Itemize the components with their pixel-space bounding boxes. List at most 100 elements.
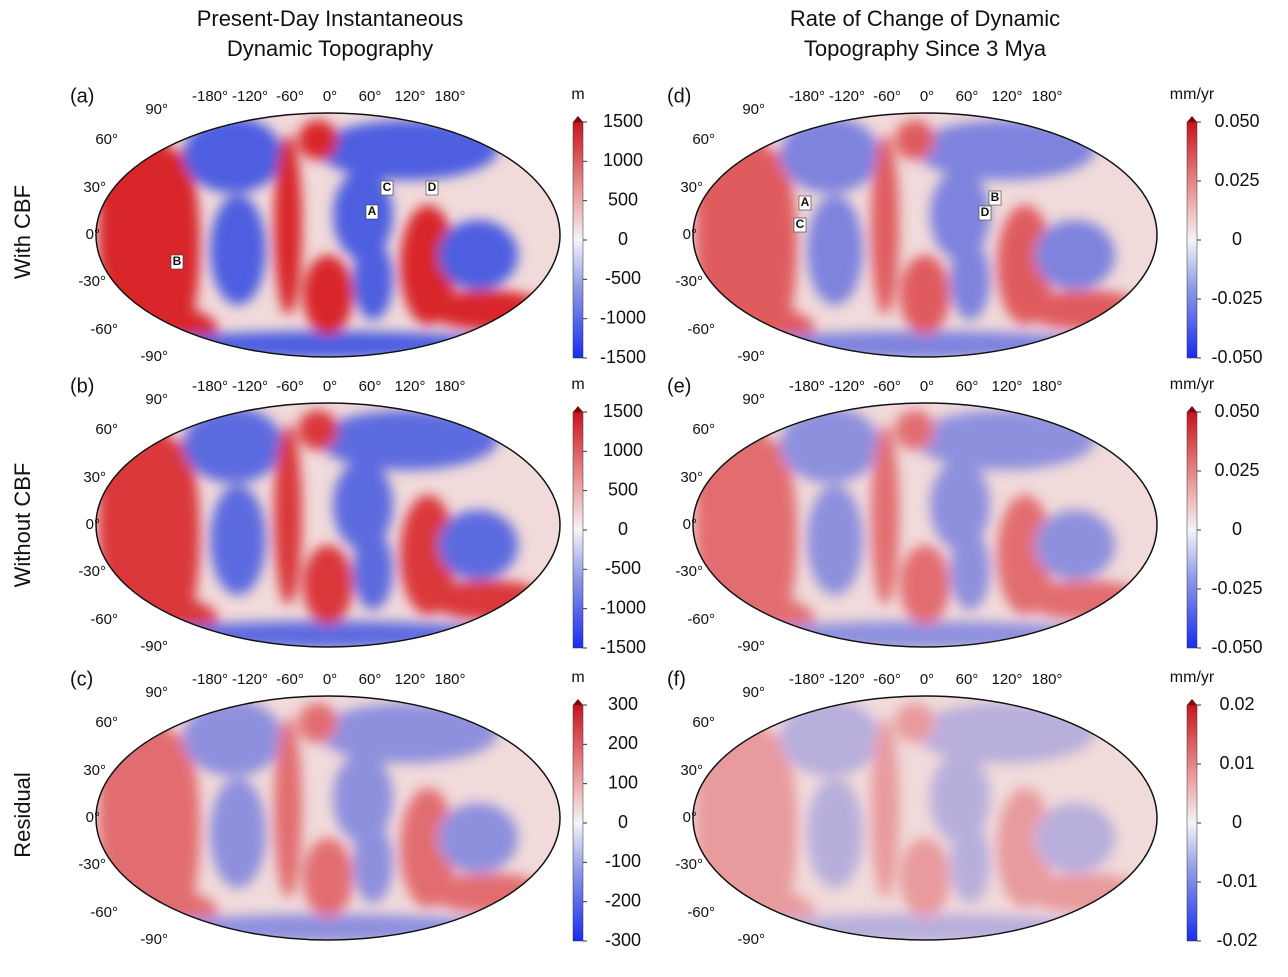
- map-field: [693, 696, 1157, 940]
- longitude-label: -60°: [276, 378, 304, 395]
- map-outline: [95, 695, 561, 941]
- colorbar-tick-label: -0.025: [1211, 288, 1262, 308]
- latitude-label: -30°: [78, 563, 106, 580]
- marker-box: [380, 180, 394, 196]
- marker-label: B: [173, 254, 182, 268]
- colorbar-unit: m: [571, 669, 584, 686]
- longitude-label: -180°: [192, 378, 228, 395]
- marker-label: A: [801, 195, 810, 209]
- field-blob: [318, 410, 498, 470]
- longitude-label: 60°: [956, 378, 979, 395]
- field-blob: [900, 545, 950, 625]
- latitude-label: 0°: [683, 226, 697, 243]
- field-blob: [807, 778, 863, 888]
- field-blob: [753, 733, 797, 923]
- longitude-label: 120°: [394, 88, 425, 105]
- panel-label: (d): [667, 85, 691, 107]
- field-blob: [753, 440, 797, 630]
- colorbar-tick-label: -300: [605, 930, 641, 950]
- colorbar-tick-label: 0: [618, 812, 628, 832]
- field-blob: [274, 135, 302, 315]
- longitude-label: 0°: [323, 671, 337, 688]
- field-blob: [148, 621, 508, 647]
- field-blob: [318, 703, 498, 763]
- colorbar: [572, 121, 584, 359]
- latitude-label: -90°: [140, 931, 168, 948]
- field-blob: [900, 255, 950, 335]
- latitude-label: 60°: [692, 131, 715, 148]
- field-blob: [807, 195, 863, 305]
- latitude-label: -30°: [675, 563, 703, 580]
- longitude-label: 60°: [359, 671, 382, 688]
- longitude-label: -120°: [829, 671, 865, 688]
- longitude-label: 180°: [434, 88, 465, 105]
- field-blob: [148, 914, 508, 940]
- field-blob: [900, 838, 950, 918]
- marker-label: D: [981, 205, 990, 219]
- field-blob: [333, 460, 393, 550]
- colorbar-tick-label: -1000: [600, 307, 646, 327]
- map-field: [693, 113, 1157, 357]
- longitude-label: -180°: [192, 671, 228, 688]
- latitude-label: 60°: [95, 714, 118, 731]
- map-outline: [692, 112, 1158, 358]
- latitude-label: 90°: [742, 391, 765, 408]
- latitude-label: -60°: [687, 611, 715, 628]
- field-blob: [303, 545, 353, 625]
- field-blob: [333, 753, 393, 843]
- longitude-label: -60°: [873, 378, 901, 395]
- latitude-label: 90°: [145, 391, 168, 408]
- field-blob: [997, 495, 1053, 615]
- map-panel: [692, 402, 1158, 648]
- colorbar: [572, 411, 584, 649]
- latitude-label: -30°: [78, 273, 106, 290]
- longitude-label: -120°: [232, 378, 268, 395]
- colorbar-tick-label: 500: [608, 189, 638, 209]
- field-blob: [210, 778, 266, 888]
- latitude-label: 30°: [680, 469, 703, 486]
- colorbar: [1186, 121, 1198, 359]
- marker-box: [798, 195, 812, 211]
- field-blob: [298, 703, 338, 743]
- colorbar-tick-label: 0.025: [1214, 460, 1259, 480]
- field-blob: [438, 220, 518, 290]
- field-blob: [274, 718, 302, 898]
- colorbar-arrow: [1187, 406, 1197, 412]
- longitude-label: 180°: [1031, 378, 1062, 395]
- latitude-label: -90°: [737, 348, 765, 365]
- field-blob: [930, 753, 990, 843]
- colorbar-tick-label: -1500: [600, 347, 646, 367]
- colorbar: [1186, 411, 1198, 649]
- field-blob: [438, 803, 518, 873]
- longitude-label: -60°: [873, 671, 901, 688]
- latitude-label: 30°: [83, 179, 106, 196]
- colorbar-tick-label: 1000: [603, 440, 643, 460]
- row-label: With CBF: [10, 185, 35, 279]
- colorbar-tick-label: 100: [608, 772, 638, 792]
- latitude-label: 60°: [95, 131, 118, 148]
- field-blob: [915, 410, 1095, 470]
- longitude-label: -60°: [276, 88, 304, 105]
- longitude-label: 180°: [434, 378, 465, 395]
- colorbar-tick-label: 0.01: [1219, 753, 1254, 773]
- field-blob: [950, 530, 990, 610]
- map-panel: [95, 112, 561, 358]
- field-blob: [210, 195, 266, 305]
- colorbar-tick-label: -500: [605, 558, 641, 578]
- map-field: [96, 403, 560, 647]
- longitude-label: -180°: [789, 88, 825, 105]
- column-title: Present-Day Instantaneous: [197, 6, 464, 31]
- colorbar-arrow: [573, 699, 583, 705]
- map-field: [96, 113, 560, 357]
- longitude-label: 0°: [323, 378, 337, 395]
- longitude-label: -120°: [232, 88, 268, 105]
- colorbar-arrow: [1187, 116, 1197, 122]
- colorbar-tick-label: 1500: [603, 111, 643, 131]
- colorbar-unit: mm/yr: [1170, 669, 1215, 686]
- latitude-label: 0°: [86, 516, 100, 533]
- field-blob: [745, 914, 1105, 940]
- field-blob: [400, 205, 456, 325]
- marker-box: [988, 190, 1002, 206]
- colorbar-tick-label: -0.02: [1216, 930, 1257, 950]
- longitude-label: 120°: [991, 88, 1022, 105]
